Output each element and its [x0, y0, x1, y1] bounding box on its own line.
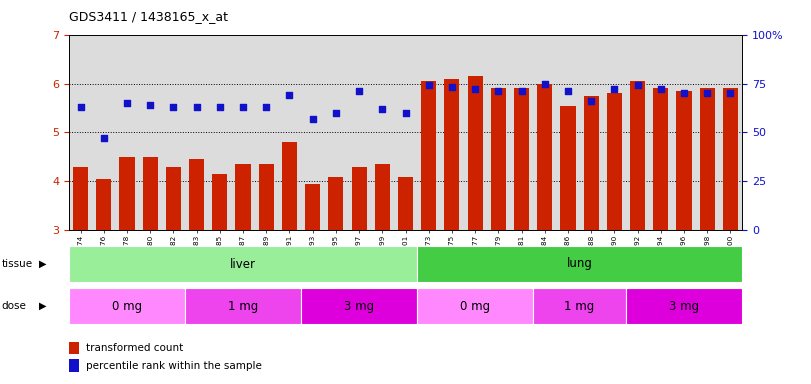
Bar: [421, 81, 436, 230]
Bar: [301, 288, 417, 324]
Bar: [235, 164, 251, 230]
Text: 3 mg: 3 mg: [344, 300, 374, 313]
Text: dose: dose: [2, 301, 27, 311]
Point: [353, 88, 366, 94]
Bar: [375, 164, 390, 230]
Bar: [514, 88, 529, 230]
Text: percentile rank within the sample: percentile rank within the sample: [86, 361, 262, 371]
Point: [608, 86, 621, 93]
Bar: [69, 342, 79, 354]
Bar: [560, 106, 576, 230]
Bar: [69, 288, 185, 324]
Text: 1 mg: 1 mg: [564, 300, 594, 313]
Point: [74, 104, 87, 110]
Bar: [444, 79, 460, 230]
Point: [283, 92, 296, 98]
Bar: [584, 96, 599, 230]
Bar: [97, 179, 111, 230]
Bar: [417, 246, 742, 282]
Text: transformed count: transformed count: [86, 343, 183, 353]
Point: [190, 104, 203, 110]
Text: 0 mg: 0 mg: [460, 300, 490, 313]
Point: [167, 104, 180, 110]
Point: [260, 104, 272, 110]
Bar: [185, 288, 301, 324]
Point: [97, 135, 110, 141]
Point: [375, 106, 388, 112]
Bar: [259, 164, 274, 230]
Bar: [212, 174, 227, 230]
Bar: [676, 91, 692, 230]
Point: [423, 83, 436, 89]
Text: tissue: tissue: [2, 259, 32, 269]
Point: [307, 116, 320, 122]
Text: ▶: ▶: [39, 259, 46, 269]
Bar: [119, 157, 135, 230]
Text: 0 mg: 0 mg: [112, 300, 142, 313]
Bar: [189, 159, 204, 230]
Bar: [282, 142, 297, 230]
Point: [469, 86, 482, 93]
Bar: [630, 81, 646, 230]
Bar: [468, 76, 483, 230]
Point: [585, 98, 598, 104]
Bar: [143, 157, 157, 230]
Point: [237, 104, 250, 110]
Text: ▶: ▶: [39, 301, 46, 311]
Point: [561, 88, 574, 94]
Text: GDS3411 / 1438165_x_at: GDS3411 / 1438165_x_at: [69, 10, 228, 23]
Bar: [69, 246, 417, 282]
Bar: [305, 184, 320, 230]
Bar: [417, 288, 533, 324]
Bar: [723, 88, 738, 230]
Bar: [328, 177, 343, 230]
Point: [539, 81, 551, 87]
Bar: [700, 88, 714, 230]
Point: [677, 90, 690, 96]
Bar: [491, 88, 506, 230]
Point: [329, 110, 342, 116]
Bar: [537, 84, 552, 230]
Bar: [654, 88, 668, 230]
Text: liver: liver: [230, 258, 256, 270]
Bar: [626, 288, 742, 324]
Bar: [69, 359, 79, 372]
Point: [491, 88, 504, 94]
Text: 1 mg: 1 mg: [228, 300, 258, 313]
Point: [654, 86, 667, 93]
Bar: [533, 288, 626, 324]
Bar: [165, 167, 181, 230]
Bar: [398, 177, 413, 230]
Bar: [73, 167, 88, 230]
Text: 3 mg: 3 mg: [669, 300, 699, 313]
Text: lung: lung: [567, 258, 593, 270]
Bar: [607, 93, 622, 230]
Point: [213, 104, 226, 110]
Bar: [351, 167, 367, 230]
Point: [144, 102, 157, 108]
Point: [445, 84, 458, 91]
Point: [724, 90, 737, 96]
Point: [631, 83, 644, 89]
Point: [515, 88, 528, 94]
Point: [701, 90, 714, 96]
Point: [121, 100, 134, 106]
Point: [399, 110, 412, 116]
